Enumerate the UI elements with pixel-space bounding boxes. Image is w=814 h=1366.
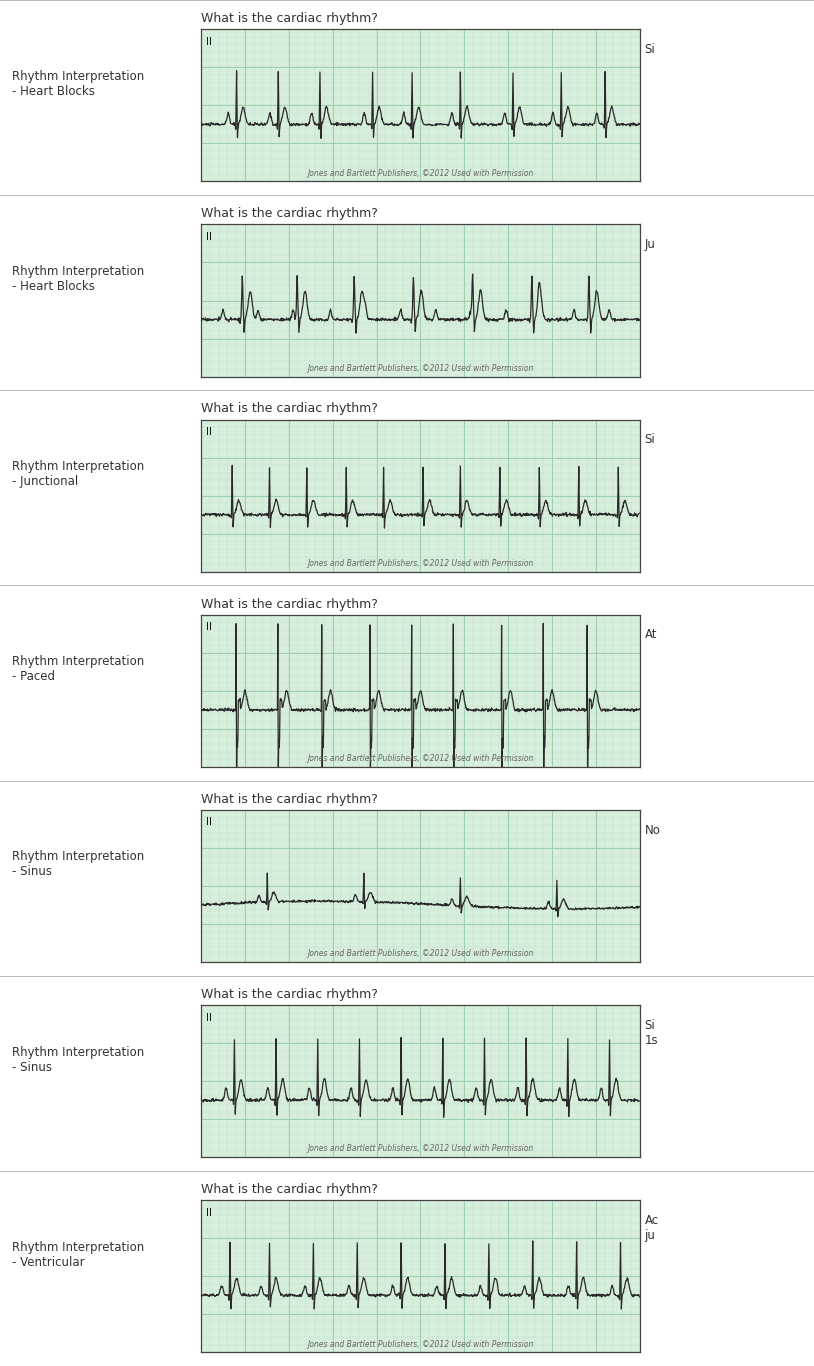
Text: What is the cardiac rhythm?: What is the cardiac rhythm? bbox=[201, 792, 378, 806]
Text: II: II bbox=[206, 37, 212, 46]
Text: II: II bbox=[206, 1208, 212, 1217]
Text: Si: Si bbox=[645, 42, 655, 56]
Text: II: II bbox=[206, 232, 212, 242]
Text: II: II bbox=[206, 1012, 212, 1023]
Text: Jones and Bartlett Publishers, ©2012 Used with Permission: Jones and Bartlett Publishers, ©2012 Use… bbox=[307, 949, 534, 958]
Text: Jones and Bartlett Publishers, ©2012 Used with Permission: Jones and Bartlett Publishers, ©2012 Use… bbox=[307, 1145, 534, 1153]
Text: What is the cardiac rhythm?: What is the cardiac rhythm? bbox=[201, 597, 378, 611]
Text: What is the cardiac rhythm?: What is the cardiac rhythm? bbox=[201, 208, 378, 220]
Text: Ju: Ju bbox=[645, 238, 655, 251]
Text: Jones and Bartlett Publishers, ©2012 Used with Permission: Jones and Bartlett Publishers, ©2012 Use… bbox=[307, 363, 534, 373]
Text: II: II bbox=[206, 817, 212, 828]
Text: Rhythm Interpretation
- Heart Blocks: Rhythm Interpretation - Heart Blocks bbox=[12, 265, 144, 294]
Text: What is the cardiac rhythm?: What is the cardiac rhythm? bbox=[201, 12, 378, 25]
Text: What is the cardiac rhythm?: What is the cardiac rhythm? bbox=[201, 988, 378, 1001]
Text: At: At bbox=[645, 628, 657, 642]
Text: Rhythm Interpretation
- Sinus: Rhythm Interpretation - Sinus bbox=[12, 851, 144, 878]
Text: Si
1s: Si 1s bbox=[645, 1019, 659, 1046]
Text: What is the cardiac rhythm?: What is the cardiac rhythm? bbox=[201, 403, 378, 415]
Text: Ac
ju: Ac ju bbox=[645, 1214, 659, 1242]
Text: Jones and Bartlett Publishers, ©2012 Used with Permission: Jones and Bartlett Publishers, ©2012 Use… bbox=[307, 168, 534, 178]
Text: Rhythm Interpretation
- Sinus: Rhythm Interpretation - Sinus bbox=[12, 1045, 144, 1074]
Text: Jones and Bartlett Publishers, ©2012 Used with Permission: Jones and Bartlett Publishers, ©2012 Use… bbox=[307, 1340, 534, 1348]
Text: Rhythm Interpretation
- Paced: Rhythm Interpretation - Paced bbox=[12, 656, 144, 683]
Text: Rhythm Interpretation
- Junctional: Rhythm Interpretation - Junctional bbox=[12, 460, 144, 488]
Text: Jones and Bartlett Publishers, ©2012 Used with Permission: Jones and Bartlett Publishers, ©2012 Use… bbox=[307, 559, 534, 568]
Text: Jones and Bartlett Publishers, ©2012 Used with Permission: Jones and Bartlett Publishers, ©2012 Use… bbox=[307, 754, 534, 764]
Text: Rhythm Interpretation
- Ventricular: Rhythm Interpretation - Ventricular bbox=[12, 1240, 144, 1269]
Text: What is the cardiac rhythm?: What is the cardiac rhythm? bbox=[201, 1183, 378, 1197]
Text: Rhythm Interpretation
- Heart Blocks: Rhythm Interpretation - Heart Blocks bbox=[12, 70, 144, 98]
Text: II: II bbox=[206, 428, 212, 437]
Text: No: No bbox=[645, 824, 661, 836]
Text: Si: Si bbox=[645, 433, 655, 447]
Text: II: II bbox=[206, 623, 212, 632]
